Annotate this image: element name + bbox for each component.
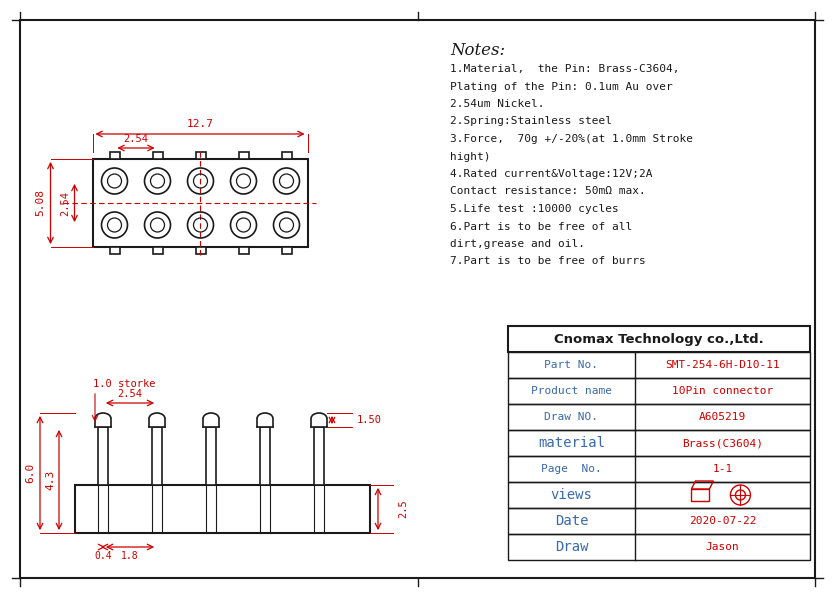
- Bar: [195, 152, 205, 159]
- Text: 1.50: 1.50: [357, 415, 382, 425]
- Text: Part No.: Part No.: [544, 360, 599, 370]
- Bar: [109, 152, 119, 159]
- Bar: [195, 247, 205, 254]
- Bar: [109, 247, 119, 254]
- Bar: [152, 427, 162, 485]
- Text: 12.7: 12.7: [186, 119, 214, 129]
- Bar: [508, 430, 810, 456]
- Text: Jason: Jason: [706, 542, 739, 552]
- Bar: [257, 419, 273, 427]
- Text: 4.3: 4.3: [45, 470, 55, 490]
- Bar: [281, 247, 291, 254]
- Text: views: views: [550, 488, 592, 502]
- Bar: [206, 427, 216, 485]
- Text: 1.0 storke: 1.0 storke: [93, 379, 155, 389]
- Text: Product name: Product name: [531, 386, 612, 396]
- Text: 2.5: 2.5: [398, 499, 408, 518]
- Bar: [239, 247, 249, 254]
- Text: 0.4: 0.4: [94, 551, 112, 561]
- Bar: [153, 152, 163, 159]
- Bar: [508, 456, 810, 482]
- Bar: [239, 152, 249, 159]
- Bar: [508, 352, 810, 378]
- Bar: [153, 247, 163, 254]
- Bar: [260, 427, 270, 485]
- Text: 2.54: 2.54: [60, 191, 70, 215]
- Text: 6.0: 6.0: [25, 463, 35, 483]
- Text: 10Pin connector: 10Pin connector: [672, 386, 773, 396]
- Text: material: material: [538, 436, 605, 450]
- Text: Brass(C3604): Brass(C3604): [682, 438, 763, 448]
- Bar: [281, 152, 291, 159]
- Text: 7.Part is to be free of burrs: 7.Part is to be free of burrs: [450, 257, 645, 267]
- Text: Draw NO.: Draw NO.: [544, 412, 599, 422]
- Text: Draw: Draw: [554, 540, 588, 554]
- Text: Contact resistance: 50mΩ max.: Contact resistance: 50mΩ max.: [450, 187, 645, 197]
- Bar: [508, 326, 810, 352]
- Text: Plating of the Pin: 0.1um Au over: Plating of the Pin: 0.1um Au over: [450, 81, 673, 91]
- Text: hight): hight): [450, 151, 490, 161]
- Text: 1.Material,  the Pin: Brass-C3604,: 1.Material, the Pin: Brass-C3604,: [450, 64, 680, 74]
- Bar: [508, 378, 810, 404]
- Text: 2.54: 2.54: [124, 134, 149, 144]
- Bar: [75, 485, 370, 533]
- Text: 1-1: 1-1: [712, 464, 732, 474]
- Text: Date: Date: [554, 514, 588, 528]
- Bar: [508, 534, 810, 560]
- Text: 6.Part is to be free of all: 6.Part is to be free of all: [450, 221, 632, 231]
- Text: 4.Rated current&Voltage:12V;2A: 4.Rated current&Voltage:12V;2A: [450, 169, 652, 179]
- Bar: [691, 489, 710, 501]
- Text: A605219: A605219: [699, 412, 746, 422]
- Text: 1.8: 1.8: [121, 551, 139, 561]
- Text: 5.Life test :10000 cycles: 5.Life test :10000 cycles: [450, 204, 619, 214]
- Bar: [149, 419, 165, 427]
- Text: Cnomax Technology co.,Ltd.: Cnomax Technology co.,Ltd.: [554, 332, 764, 346]
- Text: 3.Force,  70g +/-20%(at 1.0mm Stroke: 3.Force, 70g +/-20%(at 1.0mm Stroke: [450, 134, 693, 144]
- Text: SMT-254-6H-D10-11: SMT-254-6H-D10-11: [665, 360, 780, 370]
- Bar: [508, 508, 810, 534]
- Text: dirt,grease and oil.: dirt,grease and oil.: [450, 239, 585, 249]
- Text: 2.54: 2.54: [118, 389, 143, 399]
- Bar: [93, 159, 307, 247]
- Bar: [311, 419, 327, 427]
- Bar: [203, 419, 219, 427]
- Text: 2.54um Nickel.: 2.54um Nickel.: [450, 99, 544, 109]
- Bar: [508, 404, 810, 430]
- Bar: [314, 427, 324, 485]
- Bar: [95, 419, 111, 427]
- Bar: [508, 482, 810, 508]
- Text: 5.08: 5.08: [36, 190, 45, 216]
- Text: 2.Spring:Stainless steel: 2.Spring:Stainless steel: [450, 117, 612, 127]
- Bar: [98, 427, 108, 485]
- Text: Notes:: Notes:: [450, 42, 505, 59]
- Text: Page  No.: Page No.: [541, 464, 602, 474]
- Text: 2020-07-22: 2020-07-22: [689, 516, 757, 526]
